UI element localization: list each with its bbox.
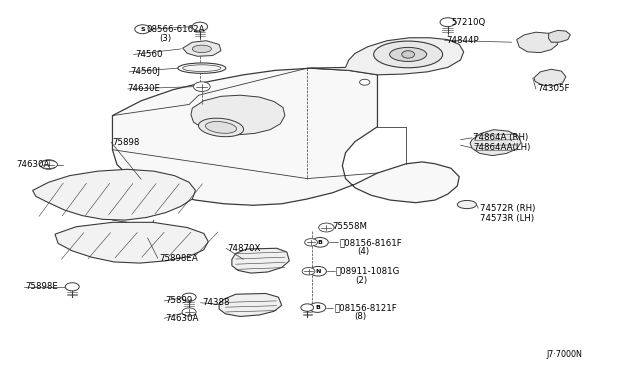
Circle shape bbox=[305, 238, 317, 246]
Circle shape bbox=[193, 82, 210, 92]
Circle shape bbox=[192, 22, 207, 31]
Ellipse shape bbox=[390, 47, 427, 61]
Polygon shape bbox=[307, 38, 464, 75]
Text: 08566-6162A: 08566-6162A bbox=[147, 25, 205, 34]
Circle shape bbox=[402, 51, 415, 58]
Circle shape bbox=[310, 266, 326, 276]
Text: (2): (2) bbox=[355, 276, 367, 285]
Circle shape bbox=[40, 160, 57, 169]
Polygon shape bbox=[548, 31, 570, 42]
Ellipse shape bbox=[198, 118, 244, 137]
Text: S: S bbox=[140, 27, 145, 32]
Circle shape bbox=[309, 303, 326, 312]
Polygon shape bbox=[191, 95, 285, 135]
Text: 74560: 74560 bbox=[135, 50, 163, 59]
Circle shape bbox=[301, 304, 314, 311]
Text: 74864A (RH): 74864A (RH) bbox=[473, 133, 529, 142]
Text: 74560J: 74560J bbox=[131, 67, 161, 76]
Circle shape bbox=[135, 25, 150, 34]
Polygon shape bbox=[33, 169, 195, 220]
Polygon shape bbox=[113, 68, 460, 205]
Text: 74388: 74388 bbox=[202, 298, 229, 307]
Text: N: N bbox=[316, 269, 321, 274]
Text: Ⓑ08156-8121F: Ⓑ08156-8121F bbox=[335, 303, 397, 312]
Text: 74630A: 74630A bbox=[166, 314, 199, 323]
Text: (4): (4) bbox=[357, 247, 369, 256]
Text: 74870X: 74870X bbox=[227, 244, 260, 253]
Polygon shape bbox=[182, 41, 221, 56]
Text: B: B bbox=[317, 240, 323, 245]
Ellipse shape bbox=[40, 160, 58, 169]
Circle shape bbox=[440, 18, 456, 27]
Circle shape bbox=[65, 283, 79, 291]
Ellipse shape bbox=[374, 41, 443, 68]
Ellipse shape bbox=[205, 122, 237, 133]
Polygon shape bbox=[219, 294, 282, 317]
Circle shape bbox=[312, 237, 328, 247]
Text: (8): (8) bbox=[354, 312, 366, 321]
Circle shape bbox=[319, 223, 334, 232]
Polygon shape bbox=[534, 69, 566, 86]
Text: 74630A: 74630A bbox=[17, 160, 50, 169]
Polygon shape bbox=[55, 222, 208, 263]
Circle shape bbox=[302, 267, 315, 275]
Ellipse shape bbox=[458, 201, 476, 209]
Text: 74305F: 74305F bbox=[537, 84, 570, 93]
Text: 74572R (RH): 74572R (RH) bbox=[479, 204, 535, 213]
Text: Ⓑ08156-8161F: Ⓑ08156-8161F bbox=[339, 238, 402, 247]
Text: 75898EA: 75898EA bbox=[159, 254, 198, 263]
Text: 74864AA(LH): 74864AA(LH) bbox=[473, 143, 531, 152]
Polygon shape bbox=[232, 248, 289, 273]
Ellipse shape bbox=[178, 63, 226, 73]
Text: 57210Q: 57210Q bbox=[452, 18, 486, 27]
Circle shape bbox=[360, 79, 370, 85]
Text: 75898: 75898 bbox=[113, 138, 140, 147]
Text: 74573R (LH): 74573R (LH) bbox=[479, 214, 534, 223]
Text: 74630E: 74630E bbox=[128, 84, 161, 93]
Polygon shape bbox=[470, 130, 521, 155]
Text: 75558M: 75558M bbox=[333, 222, 368, 231]
Text: 75898E: 75898E bbox=[25, 282, 58, 291]
Polygon shape bbox=[516, 32, 557, 52]
Text: B: B bbox=[315, 305, 320, 310]
Text: 75899: 75899 bbox=[166, 296, 193, 305]
Text: Ⓝ08911-1081G: Ⓝ08911-1081G bbox=[336, 267, 401, 276]
Ellipse shape bbox=[192, 45, 211, 52]
Circle shape bbox=[182, 293, 196, 301]
Circle shape bbox=[182, 308, 196, 316]
Text: J7·7000N: J7·7000N bbox=[547, 350, 582, 359]
Text: (3): (3) bbox=[159, 34, 171, 43]
Ellipse shape bbox=[182, 65, 221, 71]
Text: 74844P: 74844P bbox=[446, 36, 479, 45]
